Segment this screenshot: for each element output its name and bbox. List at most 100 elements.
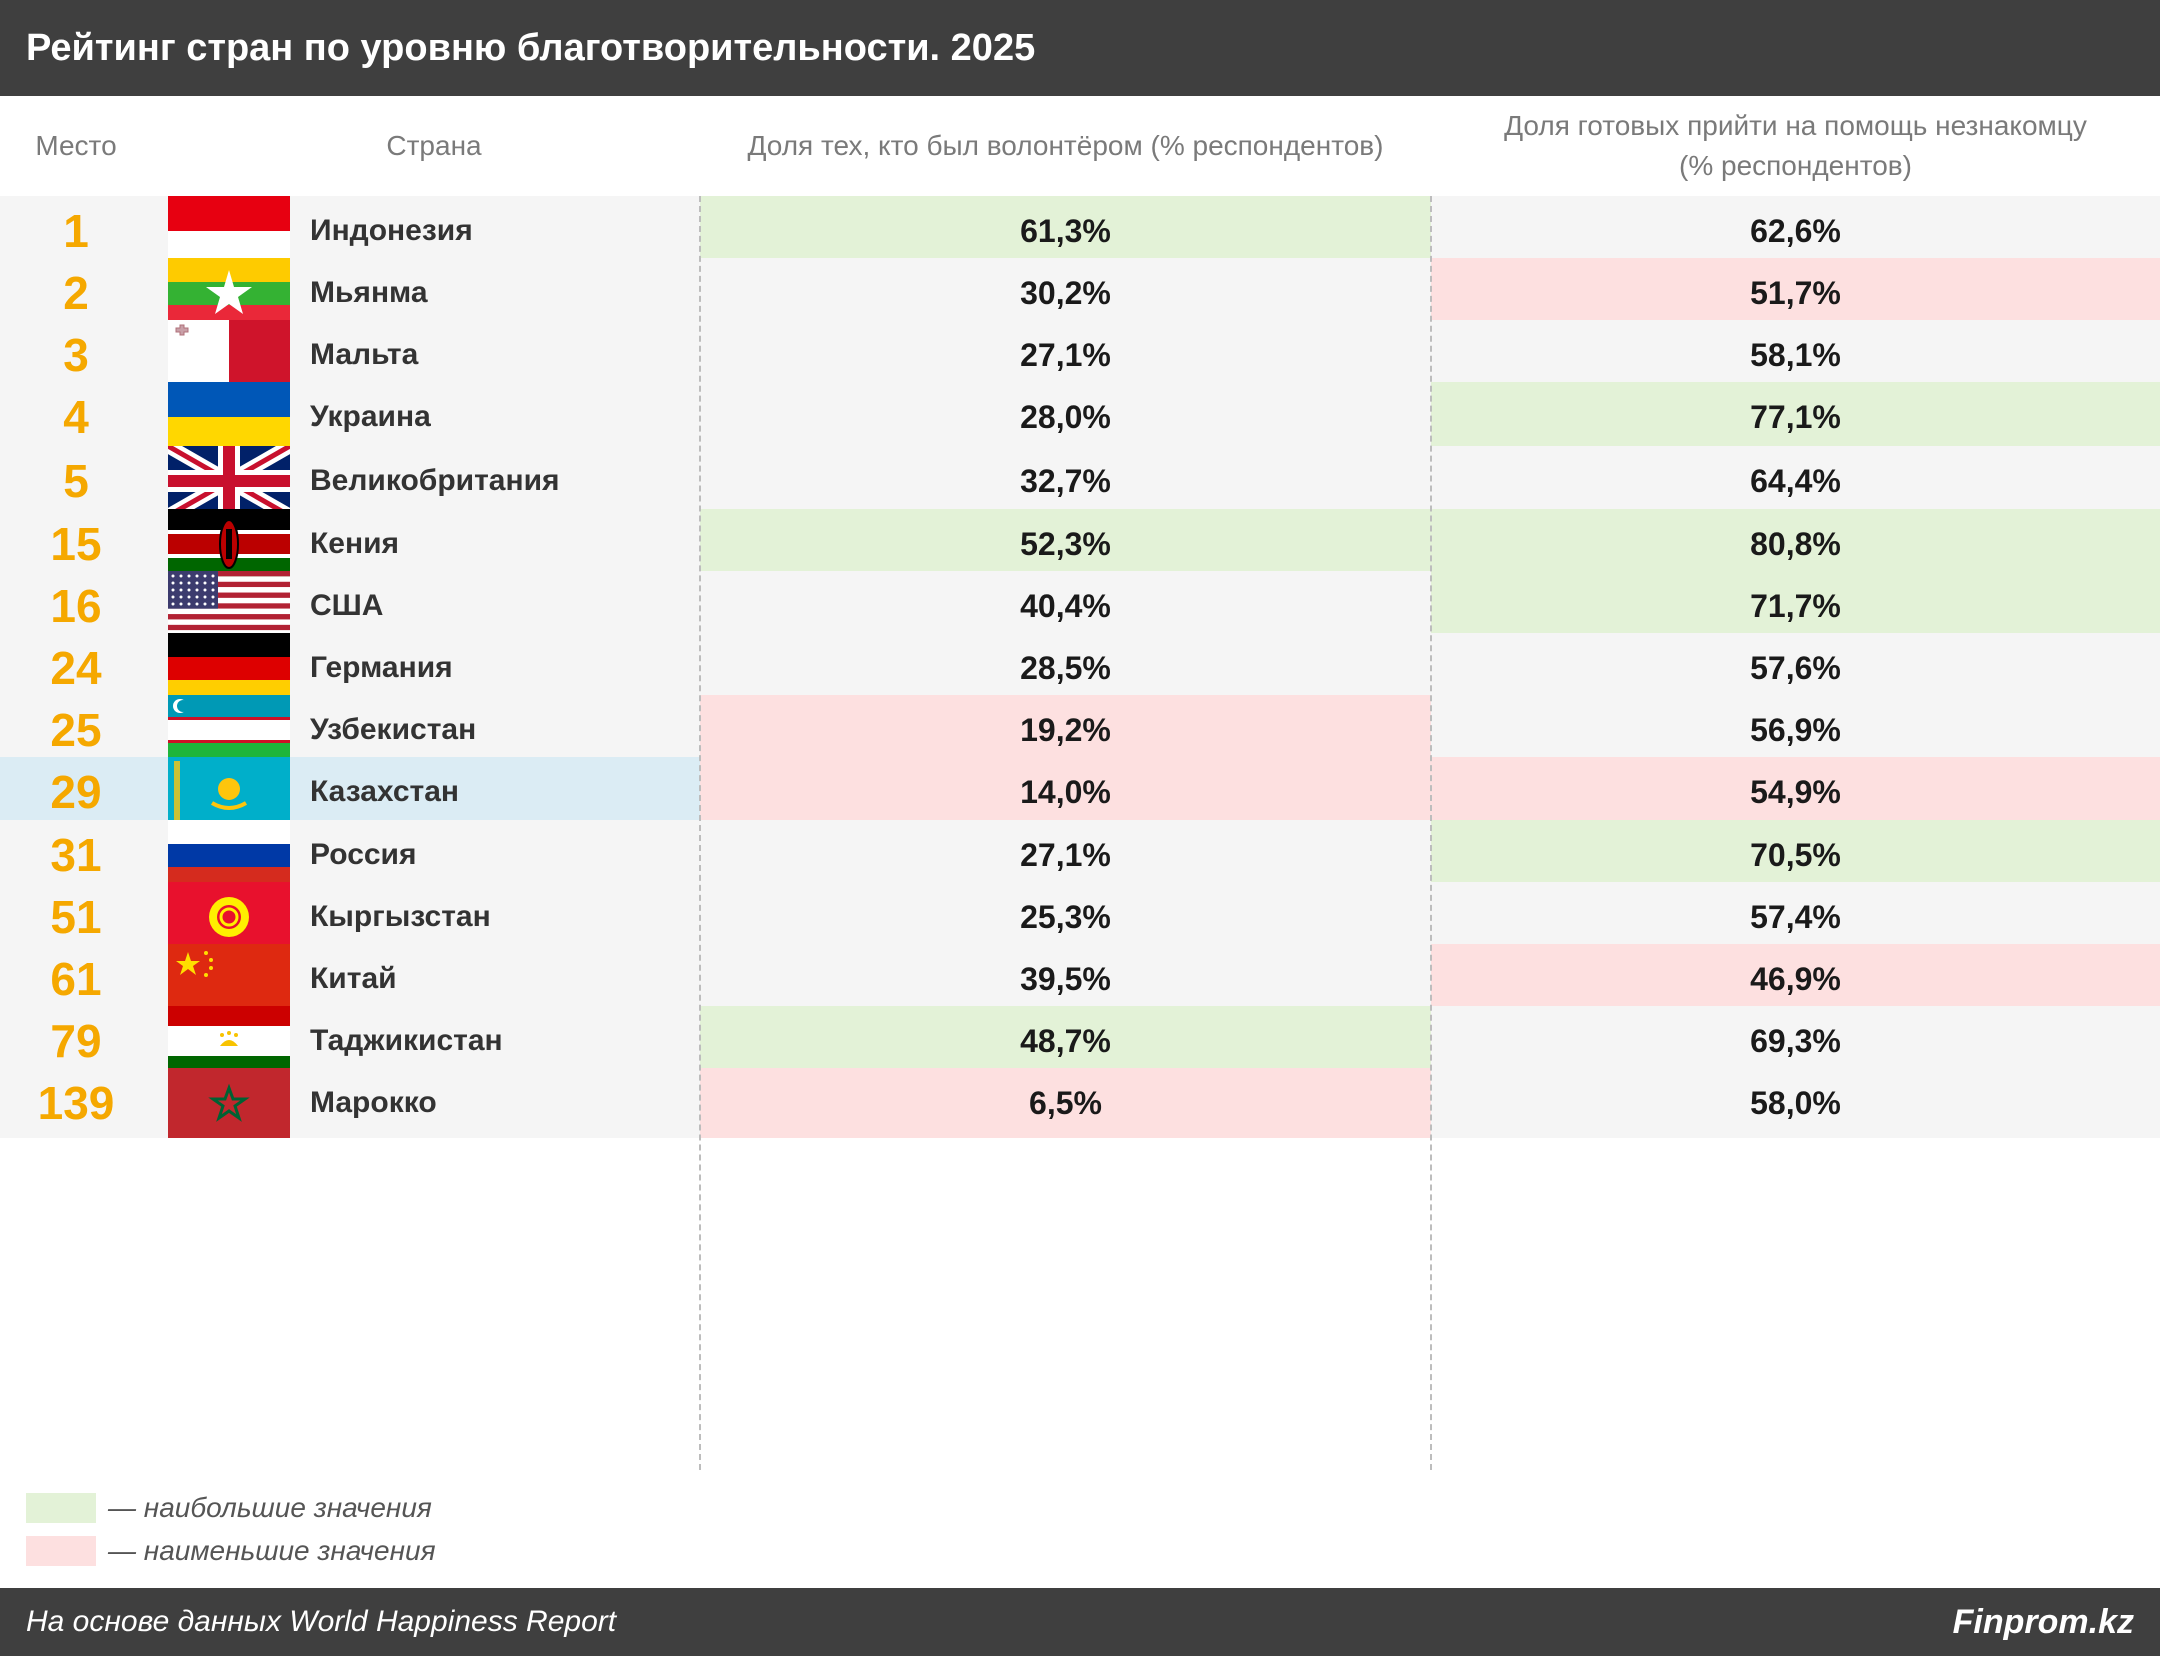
rank-cell: 29	[0, 757, 152, 827]
country-name: Россия	[310, 820, 700, 890]
rank-cell: 79	[0, 1006, 152, 1076]
table-row: 79 Таджикистан 48,7% 69,3%	[0, 1006, 2160, 1076]
russia-flag-icon	[168, 820, 290, 890]
country-name: Казахстан	[310, 757, 700, 827]
rank-cell: 1	[0, 196, 152, 266]
kenya-flag-icon	[168, 509, 290, 579]
help-value: 64,4%	[1431, 446, 2160, 516]
flag-gap	[152, 196, 168, 266]
volunteer-value: 40,4%	[700, 571, 1431, 641]
flag-gap	[290, 1006, 310, 1076]
uk-flag-icon	[168, 446, 290, 516]
help-value: 77,1%	[1431, 382, 2160, 452]
rank-cell: 3	[0, 320, 152, 390]
flag-gap	[152, 633, 168, 703]
help-value: 80,8%	[1431, 509, 2160, 579]
country-name: Китай	[310, 944, 700, 1014]
table-row: 139 Марокко 6,5% 58,0%	[0, 1068, 2160, 1138]
footer: На основе данных World Happiness Report …	[0, 1588, 2160, 1656]
flag-gap	[152, 882, 168, 952]
volunteer-value: 52,3%	[700, 509, 1431, 579]
volunteer-value: 48,7%	[700, 1006, 1431, 1076]
table-row: 16 США 40,4% 71,7%	[0, 571, 2160, 641]
legend-highest-label: — наибольшие значения	[108, 1492, 432, 1523]
flag-gap	[152, 695, 168, 765]
help-value: 71,7%	[1431, 571, 2160, 641]
flag-gap	[152, 382, 168, 452]
china-flag-icon	[168, 944, 290, 1014]
legend-lowest: — наименьшие значения	[26, 1535, 436, 1567]
rank-cell: 16	[0, 571, 152, 641]
column-divider	[699, 196, 701, 1470]
flag-gap	[290, 509, 310, 579]
ukraine-flag-icon	[168, 382, 290, 452]
legend-lowest-label: — наименьшие значения	[108, 1535, 436, 1566]
header-volunteer: Доля тех, кто был волонтёром (% респонде…	[747, 130, 1384, 161]
header-help: Доля готовых прийти на помощь незнакомцу…	[1431, 96, 2160, 196]
flag-gap	[290, 1068, 310, 1138]
country-name: США	[310, 571, 700, 641]
volunteer-value: 28,0%	[700, 382, 1431, 452]
rank-cell: 4	[0, 382, 152, 452]
flag-gap	[290, 820, 310, 890]
table-row: 51 Кыргызстан 25,3% 57,4%	[0, 882, 2160, 952]
flag-gap	[290, 382, 310, 452]
volunteer-value: 19,2%	[700, 695, 1431, 765]
header-help-line2: (% респондентов)	[1679, 150, 1912, 181]
flag-gap	[290, 757, 310, 827]
volunteer-value: 27,1%	[700, 320, 1431, 390]
country-name: Кыргызстан	[310, 882, 700, 952]
country-name: Индонезия	[310, 196, 700, 266]
flag-gap	[152, 320, 168, 390]
volunteer-value: 6,5%	[700, 1068, 1431, 1138]
myanmar-flag-icon	[168, 258, 290, 328]
help-value: 69,3%	[1431, 1006, 2160, 1076]
volunteer-value: 61,3%	[700, 196, 1431, 266]
header-rank: Место	[35, 130, 117, 161]
help-value: 62,6%	[1431, 196, 2160, 266]
country-name: Великобритания	[310, 446, 700, 516]
volunteer-value: 32,7%	[700, 446, 1431, 516]
flag-gap	[152, 1068, 168, 1138]
table-row: 25 Узбекистан 19,2% 56,9%	[0, 695, 2160, 765]
help-value: 57,6%	[1431, 633, 2160, 703]
rank-cell: 139	[0, 1068, 152, 1138]
flag-gap	[152, 944, 168, 1014]
footer-source: На основе данных World Happiness Report	[26, 1605, 617, 1638]
flag-gap	[152, 571, 168, 641]
country-name: Узбекистан	[310, 695, 700, 765]
help-value: 54,9%	[1431, 757, 2160, 827]
table-row: 29 Казахстан 14,0% 54,9%	[0, 757, 2160, 827]
rank-cell: 51	[0, 882, 152, 952]
table-row: 24 Германия 28,5% 57,6%	[0, 633, 2160, 703]
footer-brand: Finprom.kz	[1952, 1602, 2134, 1641]
country-name: Мальта	[310, 320, 700, 390]
table-row: 1 Индонезия 61,3% 62,6%	[0, 196, 2160, 266]
kyrgyzstan-flag-icon	[168, 882, 290, 952]
country-name: Таджикистан	[310, 1006, 700, 1076]
volunteer-value: 39,5%	[700, 944, 1431, 1014]
flag-gap	[290, 944, 310, 1014]
flag-gap	[290, 446, 310, 516]
flag-gap	[152, 509, 168, 579]
table-row: 61 Китай 39,5% 46,9%	[0, 944, 2160, 1014]
indonesia-flag-icon	[168, 196, 290, 266]
flag-gap	[152, 258, 168, 328]
legend-highest: — наибольшие значения	[26, 1492, 432, 1524]
country-name: Германия	[310, 633, 700, 703]
table-row: 3 Мальта 27,1% 58,1%	[0, 320, 2160, 390]
flag-gap	[152, 1006, 168, 1076]
rank-cell: 25	[0, 695, 152, 765]
legend-swatch-green	[26, 1493, 96, 1523]
rank-cell: 15	[0, 509, 152, 579]
rank-cell: 2	[0, 258, 152, 328]
flag-gap	[290, 695, 310, 765]
volunteer-value: 14,0%	[700, 757, 1431, 827]
rank-cell: 31	[0, 820, 152, 890]
flag-gap	[290, 882, 310, 952]
tajikistan-flag-icon	[168, 1006, 290, 1076]
rank-cell: 5	[0, 446, 152, 516]
flag-gap	[290, 196, 310, 266]
country-name: Кения	[310, 509, 700, 579]
flag-gap	[152, 757, 168, 827]
